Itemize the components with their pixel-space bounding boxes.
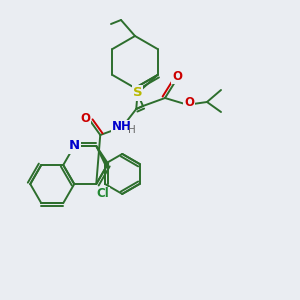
Text: O: O (80, 112, 90, 124)
Text: S: S (133, 86, 142, 100)
Text: NH: NH (112, 121, 132, 134)
Text: H: H (128, 125, 136, 135)
Text: N: N (69, 140, 80, 152)
Text: O: O (172, 70, 182, 83)
Text: O: O (184, 97, 194, 110)
Text: Cl: Cl (97, 188, 109, 200)
